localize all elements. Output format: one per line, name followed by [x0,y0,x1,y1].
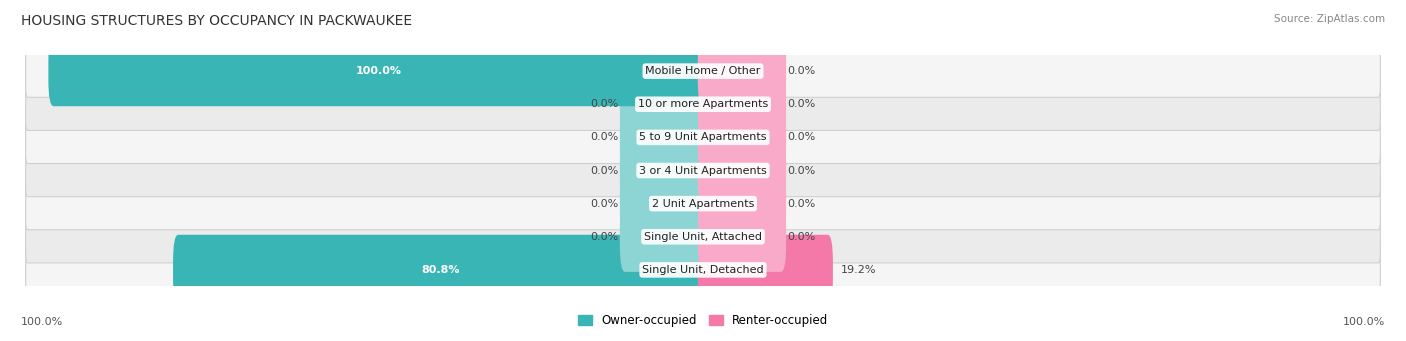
Text: Single Unit, Attached: Single Unit, Attached [644,232,762,242]
Text: Single Unit, Detached: Single Unit, Detached [643,265,763,275]
FancyBboxPatch shape [25,211,1381,263]
Text: 100.0%: 100.0% [1343,317,1385,327]
FancyBboxPatch shape [620,69,709,139]
FancyBboxPatch shape [697,36,786,106]
Text: 0.0%: 0.0% [591,232,619,242]
FancyBboxPatch shape [697,235,832,305]
FancyBboxPatch shape [620,202,709,272]
Text: 3 or 4 Unit Apartments: 3 or 4 Unit Apartments [640,165,766,176]
Text: 0.0%: 0.0% [591,198,619,209]
Text: 0.0%: 0.0% [787,66,815,76]
Text: 0.0%: 0.0% [787,99,815,109]
Text: Mobile Home / Other: Mobile Home / Other [645,66,761,76]
FancyBboxPatch shape [25,244,1381,296]
Text: 10 or more Apartments: 10 or more Apartments [638,99,768,109]
FancyBboxPatch shape [48,36,709,106]
Text: 0.0%: 0.0% [787,232,815,242]
Text: 100.0%: 100.0% [21,317,63,327]
FancyBboxPatch shape [697,102,786,173]
Legend: Owner-occupied, Renter-occupied: Owner-occupied, Renter-occupied [572,309,834,331]
Text: 0.0%: 0.0% [591,99,619,109]
FancyBboxPatch shape [25,144,1381,197]
FancyBboxPatch shape [620,102,709,173]
Text: 2 Unit Apartments: 2 Unit Apartments [652,198,754,209]
Text: 0.0%: 0.0% [787,198,815,209]
FancyBboxPatch shape [25,45,1381,97]
Text: 80.8%: 80.8% [422,265,460,275]
FancyBboxPatch shape [620,168,709,239]
Text: 0.0%: 0.0% [591,165,619,176]
FancyBboxPatch shape [620,135,709,206]
FancyBboxPatch shape [173,235,709,305]
FancyBboxPatch shape [25,78,1381,130]
Text: 5 to 9 Unit Apartments: 5 to 9 Unit Apartments [640,132,766,143]
Text: Source: ZipAtlas.com: Source: ZipAtlas.com [1274,14,1385,24]
Text: 0.0%: 0.0% [787,165,815,176]
FancyBboxPatch shape [25,177,1381,230]
FancyBboxPatch shape [697,135,786,206]
FancyBboxPatch shape [697,202,786,272]
Text: 100.0%: 100.0% [356,66,401,76]
Text: 0.0%: 0.0% [591,132,619,143]
Text: 19.2%: 19.2% [841,265,876,275]
FancyBboxPatch shape [25,111,1381,164]
FancyBboxPatch shape [697,69,786,139]
Text: 0.0%: 0.0% [787,132,815,143]
FancyBboxPatch shape [697,168,786,239]
Text: HOUSING STRUCTURES BY OCCUPANCY IN PACKWAUKEE: HOUSING STRUCTURES BY OCCUPANCY IN PACKW… [21,14,412,28]
